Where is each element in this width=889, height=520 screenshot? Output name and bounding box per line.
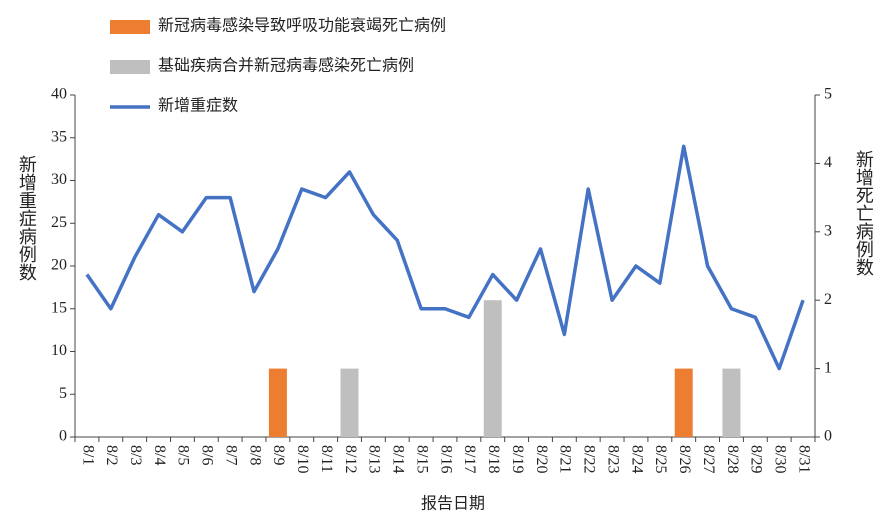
x-tick-label: 8/8 [246, 445, 263, 465]
x-tick-label: 8/31 [795, 445, 812, 473]
x-tick-label: 8/25 [652, 445, 669, 473]
y-tick-label: 15 [51, 299, 67, 316]
x-tick-label: 8/22 [581, 445, 598, 473]
y2-axis-title: 新增死亡病例数 [854, 150, 874, 276]
bar [340, 368, 359, 437]
legend-label: 新增重症数 [158, 97, 238, 115]
x-tick-label: 8/29 [748, 445, 765, 473]
x-tick-label: 8/28 [724, 445, 741, 473]
x-tick-label: 8/7 [222, 445, 239, 465]
y-tick-label: 10 [51, 342, 67, 359]
x-tick-label: 8/18 [485, 445, 502, 473]
x-tick-label: 8/14 [390, 445, 407, 473]
x-tick-label: 8/16 [437, 445, 454, 473]
y2-tick-label: 0 [824, 428, 832, 445]
x-tick-label: 8/23 [604, 445, 621, 473]
x-tick-label: 8/9 [270, 445, 287, 465]
x-tick-label: 8/10 [294, 445, 311, 473]
x-tick-label: 8/1 [79, 445, 96, 465]
x-tick-label: 8/30 [772, 445, 789, 473]
x-tick-label: 8/15 [413, 445, 430, 473]
y-tick-label: 20 [51, 257, 67, 274]
legend-label: 基础疾病合并新冠病毒感染死亡病例 [158, 57, 414, 75]
x-tick-label: 8/24 [628, 445, 645, 473]
bar [722, 368, 741, 437]
y-tick-label: 40 [51, 86, 67, 103]
x-tick-label: 8/13 [366, 445, 383, 473]
y-tick-label: 30 [51, 171, 67, 188]
line [85, 144, 805, 371]
legend-swatch [110, 20, 150, 34]
y-axis-title: 新增重症病例数 [17, 155, 37, 281]
x-tick-label: 8/20 [533, 445, 550, 473]
x-tick-label: 8/4 [151, 445, 168, 465]
x-tick-label: 8/3 [127, 445, 144, 465]
x-tick-label: 8/12 [342, 445, 359, 473]
y-tick-label: 35 [51, 128, 67, 145]
y2-tick-label: 5 [824, 86, 832, 103]
x-tick-label: 8/2 [103, 445, 120, 465]
legend-swatch [110, 60, 150, 74]
bar [268, 368, 287, 437]
x-tick-label: 8/11 [318, 445, 335, 473]
x-tick-label: 8/6 [199, 445, 216, 465]
bar [483, 300, 502, 437]
x-tick-label: 8/5 [175, 445, 192, 465]
y2-tick-label: 3 [824, 222, 832, 239]
y-tick-label: 0 [59, 428, 67, 445]
x-tick-label: 8/17 [461, 445, 478, 473]
x-tick-label: 8/19 [509, 445, 526, 473]
x-tick-label: 8/26 [676, 445, 693, 473]
y2-tick-label: 1 [824, 359, 832, 376]
x-axis-title: 报告日期 [421, 495, 485, 513]
y2-tick-label: 4 [824, 154, 832, 171]
y-tick-label: 5 [59, 385, 67, 402]
y-tick-label: 25 [51, 214, 67, 231]
legend-label: 新冠病毒感染导致呼吸功能衰竭死亡病例 [158, 17, 446, 35]
x-tick-label: 8/27 [700, 445, 717, 473]
x-tick-label: 8/21 [557, 445, 574, 473]
y2-tick-label: 2 [824, 291, 832, 308]
bar [674, 368, 693, 437]
